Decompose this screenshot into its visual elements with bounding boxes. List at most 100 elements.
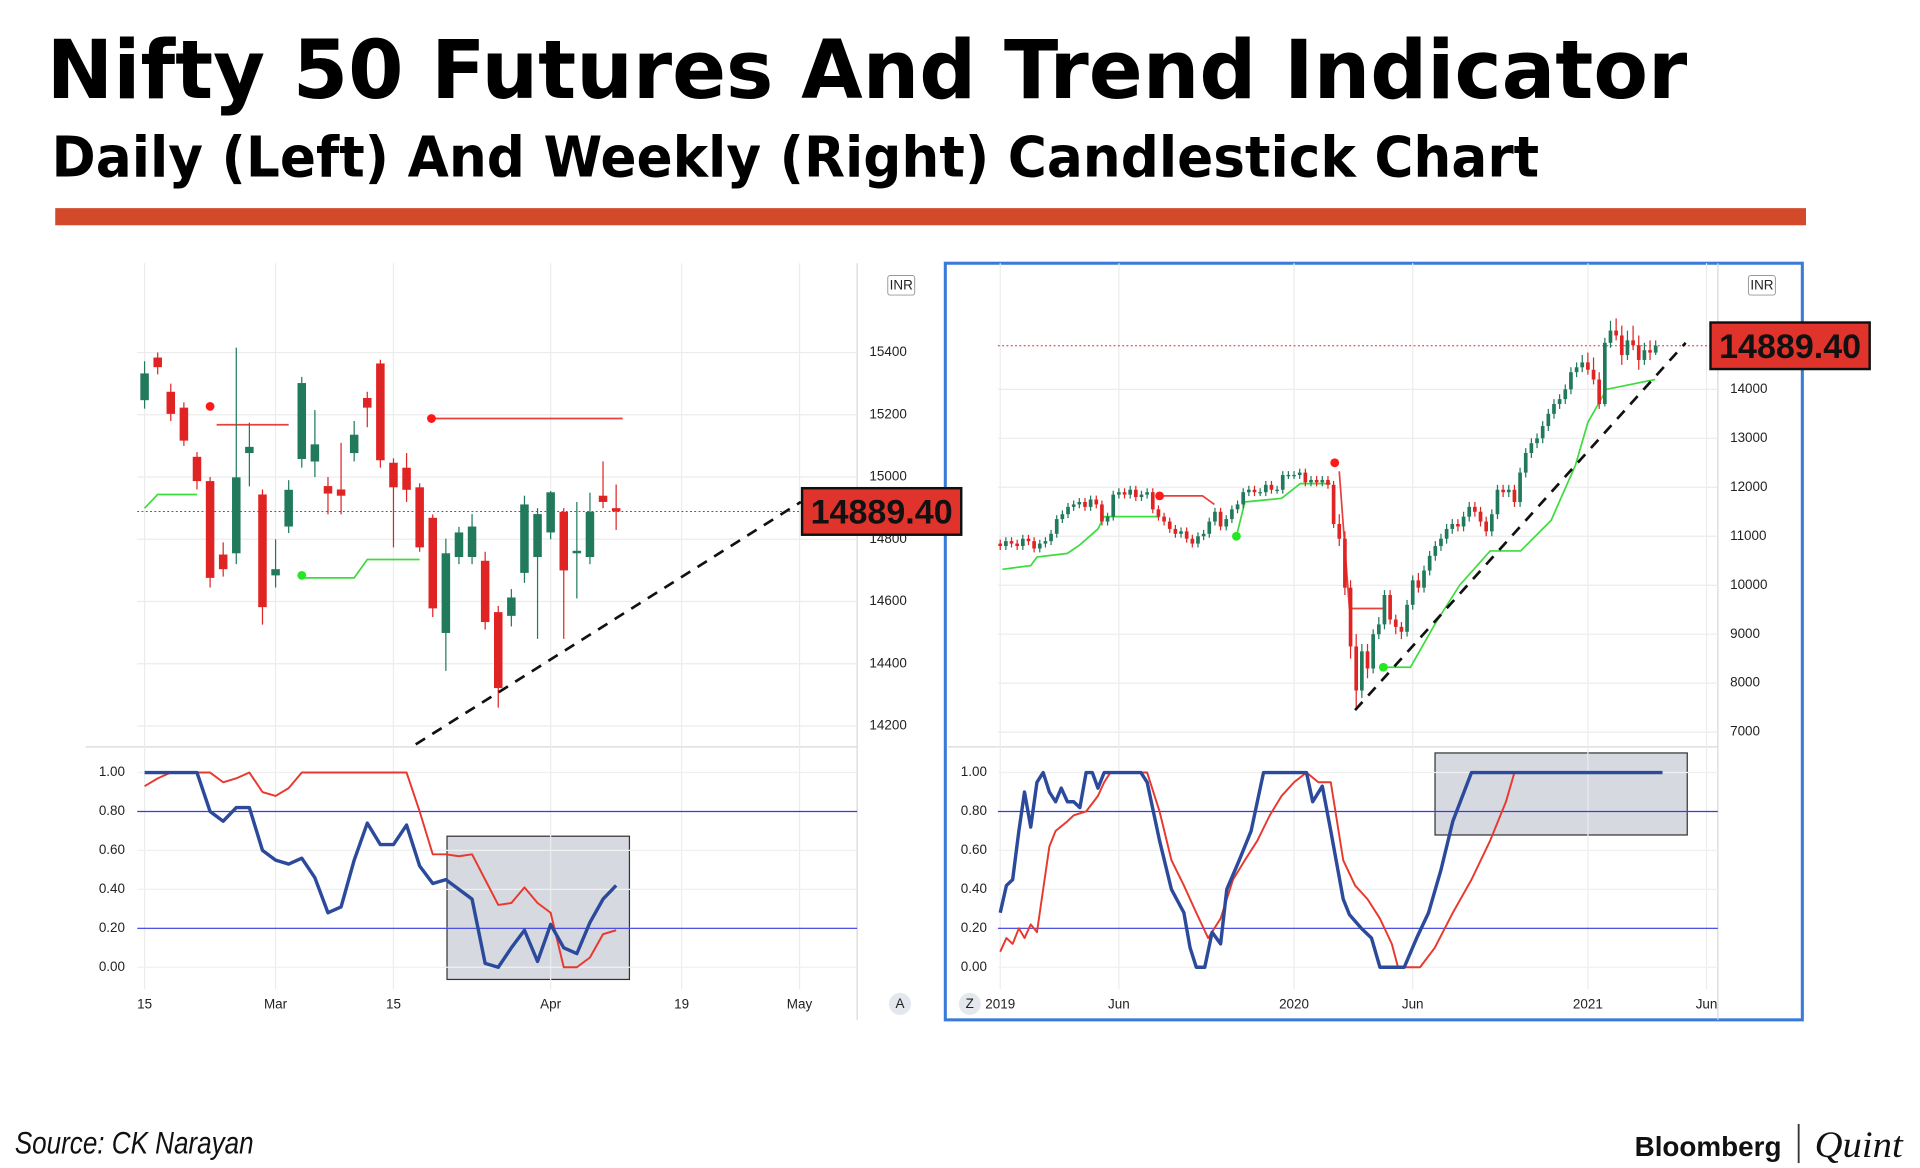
candle-body (1648, 350, 1652, 353)
candle-body (1004, 541, 1008, 547)
candle-body (1179, 531, 1183, 534)
candle-body (1591, 369, 1596, 380)
candle-body (1410, 580, 1415, 605)
candle-body (467, 526, 477, 558)
x-tick-label: 2020 (1279, 997, 1309, 1012)
candle-body (1071, 504, 1076, 507)
candle-body (1427, 555, 1432, 571)
candle-body (1263, 484, 1268, 493)
candle-body (1128, 489, 1133, 495)
scale-button-label: Z (966, 996, 974, 1011)
candle-body (140, 373, 149, 401)
candle-body (1473, 506, 1477, 512)
candle-body (1218, 511, 1223, 527)
brand-name: Bloomberg (1635, 1131, 1782, 1162)
candle-body (1235, 504, 1240, 510)
candle-body (1258, 492, 1262, 494)
candle-body (1348, 587, 1353, 647)
candle-body (1580, 362, 1585, 368)
y-tick-label: 15200 (869, 406, 906, 421)
supertrend-line (1159, 494, 1215, 506)
selected-frame (943, 261, 1804, 1022)
scale-button (958, 992, 981, 1015)
x-tick-label: Apr (540, 997, 561, 1012)
osc-tick-label: 0.40 (99, 881, 125, 896)
candle-body (1207, 521, 1212, 534)
candle-body (1077, 501, 1082, 505)
candle-body (1162, 516, 1166, 522)
source-note: Source: CK Narayan (15, 1124, 254, 1160)
candle-body (1309, 479, 1313, 483)
candle-body (1569, 372, 1573, 390)
candle-body (1416, 580, 1421, 588)
candle-body (1286, 475, 1291, 477)
price-label-box (800, 486, 963, 536)
candle-body (1552, 404, 1556, 414)
candle-body (1167, 521, 1172, 529)
trend-signal (1378, 662, 1388, 672)
candle-body (1100, 504, 1104, 522)
candle-body (1597, 379, 1602, 405)
candle-body (1393, 619, 1398, 627)
candle-body (1303, 472, 1308, 483)
candle-body (1495, 489, 1500, 515)
x-tick-label: Mar (264, 997, 288, 1012)
scale-button-label: A (896, 996, 905, 1011)
candle-body (1037, 543, 1042, 549)
candle-body (1376, 624, 1381, 635)
y-tick-label: 15000 (869, 469, 906, 484)
candle-body (1433, 546, 1438, 556)
candle-body (1320, 479, 1325, 483)
candle-body (1331, 484, 1336, 525)
supertrend-line (1383, 378, 1656, 669)
osc-tick-label: 0.60 (99, 842, 125, 857)
x-tick-label: Jun (1696, 997, 1718, 1012)
candle-body (559, 511, 569, 571)
candle-body (389, 462, 398, 488)
candle-body (1196, 536, 1200, 544)
x-tick-label: 15 (137, 997, 152, 1012)
candle-body (493, 612, 503, 689)
candle-body (1444, 528, 1449, 539)
osc-tick-label: 0.40 (961, 881, 987, 896)
candle-body (480, 560, 490, 623)
y-tick-label: 14600 (869, 593, 906, 608)
candle-body (1574, 367, 1579, 373)
x-tick-label: 2021 (1573, 997, 1603, 1012)
candle-body (1241, 492, 1246, 505)
candle-body (1049, 533, 1053, 542)
candle-body (297, 383, 307, 459)
osc-tick-label: 1.00 (961, 764, 987, 779)
candle-body (1603, 342, 1607, 405)
y-tick-label: 12000 (1730, 479, 1767, 494)
trend-line (415, 500, 802, 746)
candle-body (1484, 521, 1489, 532)
candle-body (1625, 340, 1630, 356)
candle-body (232, 477, 241, 554)
candle-body (1371, 634, 1375, 669)
candle-body (1054, 519, 1059, 534)
candle-body (441, 553, 451, 633)
candle-body (1557, 399, 1562, 405)
x-tick-label: Jun (1108, 997, 1130, 1012)
candle-body (1422, 570, 1426, 588)
candle-body (1337, 524, 1342, 539)
osc-tick-label: 0.60 (961, 842, 987, 857)
trend-signal (1330, 458, 1340, 468)
page-title: Nifty 50 Futures And Trend Indicator (47, 24, 1688, 118)
candle-body (336, 489, 346, 496)
trend-line (1354, 341, 1687, 712)
candle-body (1043, 541, 1048, 544)
price-label: 14889.40 (1719, 328, 1861, 366)
candle-body (1461, 516, 1466, 527)
candle-body (1184, 531, 1189, 539)
candle-body (1020, 538, 1025, 547)
candle-body (454, 532, 464, 558)
candle-body (376, 363, 385, 461)
candle-body (1456, 524, 1460, 527)
page-subtitle: Daily (Left) And Weekly (Right) Candlest… (52, 125, 1540, 190)
candle-body (402, 467, 411, 490)
candle-body (1094, 499, 1099, 505)
candle-body (1439, 538, 1443, 547)
trend-signal (1155, 491, 1164, 501)
